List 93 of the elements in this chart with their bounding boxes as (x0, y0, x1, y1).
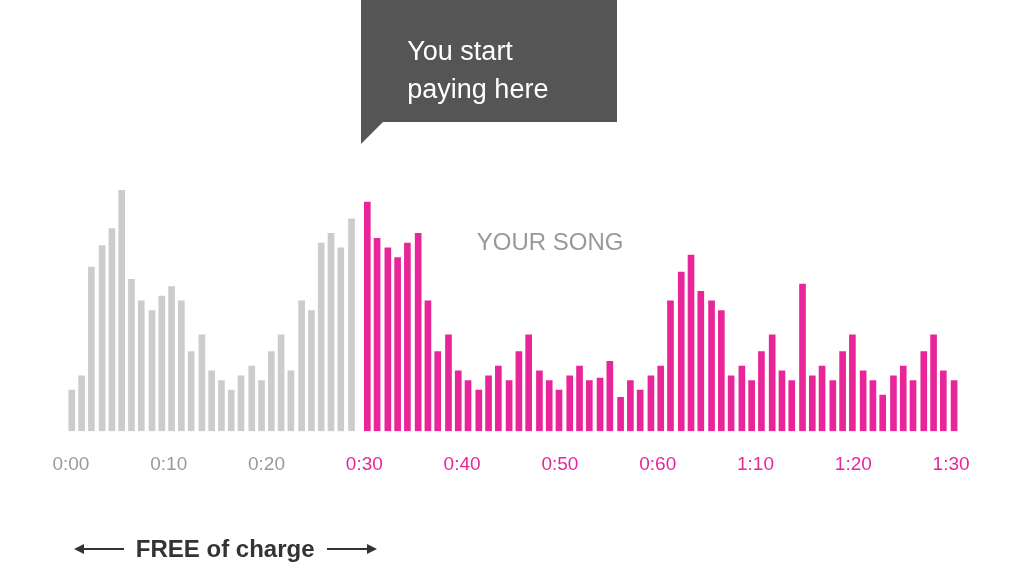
bar (363, 201, 371, 432)
bar (168, 286, 175, 432)
bar (208, 370, 215, 432)
bar (647, 375, 655, 432)
bar (829, 380, 837, 432)
bar (454, 370, 462, 432)
text: FREE of charge (135, 535, 315, 563)
bar (258, 380, 265, 432)
bar (158, 295, 166, 432)
bar (536, 370, 543, 432)
bar (414, 233, 422, 432)
bar (394, 257, 401, 432)
bar (227, 389, 235, 432)
bar (920, 351, 928, 432)
bar (899, 365, 907, 432)
bar (337, 247, 345, 432)
bar (879, 394, 887, 432)
bar (576, 365, 583, 432)
bar (308, 310, 315, 432)
bar (108, 228, 116, 432)
bar (373, 237, 381, 432)
bar (68, 389, 76, 432)
bar (788, 380, 796, 432)
bar (148, 310, 156, 432)
bar (808, 375, 816, 432)
bar (384, 247, 392, 432)
bar (657, 365, 665, 432)
bar (327, 233, 335, 432)
bar (277, 334, 285, 432)
bar (495, 365, 502, 432)
bar (697, 290, 705, 432)
bar (708, 300, 715, 432)
bar (505, 380, 513, 432)
x-tick-label: 1:20 (834, 452, 872, 474)
bar (799, 283, 806, 432)
bar (687, 254, 695, 432)
annotation: YOUR SONG (476, 228, 624, 256)
bar (677, 271, 685, 432)
bar (128, 278, 135, 432)
bar (869, 380, 877, 432)
bar (218, 380, 225, 432)
bar (585, 380, 593, 432)
x-tick-label: 1:30 (932, 452, 970, 474)
x-tick-label: 0:60 (639, 452, 677, 474)
x-tick-label: 0:00 (52, 452, 90, 474)
bar (758, 351, 765, 432)
bar (464, 380, 472, 432)
bar (768, 334, 776, 432)
bar (475, 389, 483, 432)
bar (727, 375, 735, 432)
bar (566, 375, 574, 432)
bar (248, 365, 256, 432)
bar (424, 300, 432, 432)
bar (118, 190, 126, 432)
bar (485, 375, 492, 432)
bar (545, 380, 553, 432)
bar (78, 375, 85, 432)
x-tick-label: 0:20 (248, 452, 285, 474)
bar (515, 351, 523, 432)
x-tick-label: 0:50 (541, 452, 579, 474)
x-tick-label: 0:40 (443, 452, 481, 474)
bar (627, 380, 634, 432)
bar (317, 242, 325, 432)
bar (930, 334, 937, 432)
bar (950, 380, 958, 432)
x-tick-label: 1:10 (737, 452, 774, 474)
bar (940, 370, 947, 432)
bar (525, 334, 532, 432)
bar (849, 334, 856, 432)
bar (748, 380, 755, 432)
bar (187, 351, 195, 432)
bar (178, 300, 185, 432)
bar (88, 266, 95, 432)
bar (267, 351, 275, 432)
bar (606, 360, 614, 432)
bar (198, 334, 206, 432)
bar (909, 380, 917, 432)
bar (98, 245, 106, 432)
bar (839, 351, 846, 432)
bar (667, 300, 674, 432)
bar (445, 334, 452, 432)
bar (718, 310, 725, 432)
bar (404, 242, 411, 432)
x-tick-label: 0:10 (150, 452, 188, 474)
bar (434, 351, 442, 432)
speech-bubble: You start paying here (361, 0, 618, 122)
bar (237, 375, 245, 432)
x-tick-label: 0:30 (345, 452, 383, 474)
bar (890, 375, 897, 432)
bar (348, 218, 355, 432)
bar (617, 397, 624, 432)
bar (137, 300, 145, 432)
bar (298, 300, 305, 432)
